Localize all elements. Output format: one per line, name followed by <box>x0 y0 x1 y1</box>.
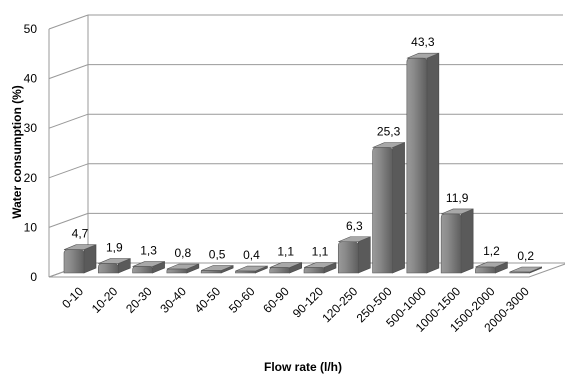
y-tick-label: 50 <box>24 22 38 36</box>
bar <box>509 266 543 274</box>
bar-side <box>392 142 405 274</box>
x-tick-label: 20-30 <box>123 284 155 316</box>
bar-front <box>303 267 325 274</box>
bar <box>63 244 97 274</box>
bar <box>235 265 268 274</box>
x-tick-labels: 0-10 10-20 20-30 30-40 40-50 50-60 60-9090-120… <box>59 284 532 335</box>
bar-front <box>475 266 496 274</box>
x-tick-label: 40-50 <box>192 284 224 316</box>
y-tick-label: 20 <box>24 171 38 185</box>
gridline-side <box>48 163 89 179</box>
data-label: 1,2 <box>483 244 500 258</box>
y-tick-label: 40 <box>24 72 38 86</box>
bar <box>97 258 131 274</box>
x-axis-title: Flow rate (l/h) <box>264 360 342 374</box>
bar-front <box>63 249 85 274</box>
bar-front <box>337 241 359 274</box>
data-label: 0,2 <box>517 249 534 263</box>
gridline-side <box>48 212 89 228</box>
data-label: 0,4 <box>243 248 260 262</box>
bar-side <box>426 52 440 274</box>
bar <box>475 261 508 274</box>
x-tick-label: 10-20 <box>89 284 121 316</box>
data-label: 0,8 <box>175 246 192 260</box>
gridlines <box>48 14 563 278</box>
data-label: 1,3 <box>140 244 157 258</box>
bar <box>372 142 405 274</box>
bar <box>440 208 474 274</box>
bar-front <box>132 266 153 274</box>
data-label: 4,7 <box>72 227 89 241</box>
data-labels: 4,7 1,9 1,3 0,8 0,5 0,4 1,1 1,1 6,3 25,3 43,3 11,9 1… <box>72 35 535 263</box>
x-tick-label: 50-60 <box>226 284 258 316</box>
data-label: 43,3 <box>411 35 435 49</box>
bar-front <box>509 271 531 274</box>
y-axis-title: Water consumption (%) <box>10 85 24 219</box>
data-label: 11,9 <box>446 191 469 205</box>
bars <box>63 52 543 274</box>
bar <box>132 261 165 274</box>
bar-front <box>372 147 393 274</box>
bar-front <box>406 57 428 274</box>
x-tick-label: 120-250 <box>319 284 360 325</box>
gridline-side <box>48 14 89 30</box>
x-tick-label: 30-40 <box>157 284 189 316</box>
y-tick-label: 30 <box>24 121 38 135</box>
bar-side <box>357 236 371 274</box>
data-label: 0,5 <box>209 248 226 262</box>
data-label: 1,1 <box>312 245 329 259</box>
y-tick-label: 0 <box>30 270 37 284</box>
bar <box>166 263 200 274</box>
bar <box>269 262 303 274</box>
bar-front <box>269 267 291 274</box>
bar-front <box>440 213 462 274</box>
bar <box>406 52 440 274</box>
x-tick-label: 60-90 <box>260 284 292 316</box>
bar-front <box>97 263 119 274</box>
data-label: 25,3 <box>377 125 401 139</box>
data-label: 1,9 <box>106 241 123 255</box>
data-label: 6,3 <box>346 219 363 233</box>
y-tick-label: 10 <box>24 220 38 234</box>
data-label: 1,1 <box>277 245 294 259</box>
bar <box>337 236 371 274</box>
bar <box>303 262 337 274</box>
bar-front <box>166 268 188 274</box>
bar-side <box>460 208 474 274</box>
gridline-side <box>48 113 89 129</box>
bar <box>200 265 234 274</box>
bar-front <box>235 270 256 274</box>
bar-front <box>200 270 222 274</box>
gridline-side <box>48 64 89 80</box>
y-tick-labels: 0 10 20 30 40 50 <box>24 22 38 284</box>
x-tick-label: 0-10 <box>59 284 86 311</box>
axes <box>48 15 565 278</box>
